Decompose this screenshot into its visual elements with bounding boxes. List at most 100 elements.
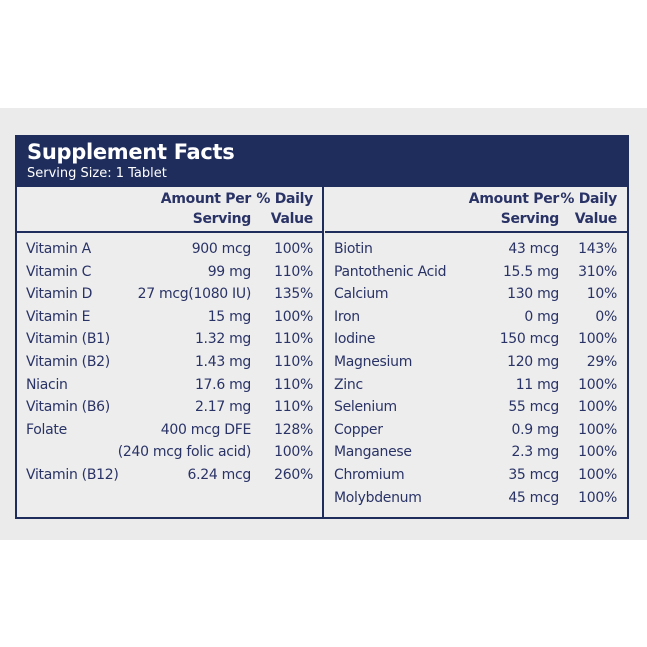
left-nutrient-rows: Vitamin A 900 mcg 100% Vitamin C 99 mg 110% Vi… <box>17 241 323 490</box>
nutrient-name: Biotin <box>334 241 373 257</box>
nutrient-row: Niacin 17.6 mg 110% <box>17 377 323 400</box>
nutrient-row: Vitamin (B12) 6.24 mcg 260% <box>17 467 323 490</box>
nutrient-name: Niacin <box>26 376 68 393</box>
amount-header: Amount Per Serving <box>160 191 252 227</box>
nutrient-amount: 99 mg <box>207 263 252 280</box>
nutrient-row: Iron 0 mg 0% <box>325 309 627 332</box>
nutrient-daily-value: 260% <box>274 466 313 483</box>
nutrient-daily-value: 110% <box>274 353 313 370</box>
nutrient-amount: 400 mcg DFE <box>160 421 252 438</box>
nutrient-amount: (240 mcg folic acid) <box>117 444 252 461</box>
nutrient-daily-value: 100% <box>578 399 617 416</box>
nutrient-daily-value: 100% <box>578 331 617 348</box>
nutrient-row: Biotin 43 mcg 143% <box>325 241 627 264</box>
left-column: Amount Per Serving % Daily Value Vitamin… <box>17 187 323 517</box>
nutrient-daily-value: 100% <box>274 444 313 461</box>
nutrient-daily-value: 110% <box>274 376 313 393</box>
nutrient-name: Vitamin C <box>26 263 92 280</box>
label-header: Supplement Facts Serving Size: 1 Tablet <box>17 137 627 187</box>
nutrient-row: Vitamin A 900 mcg 100% <box>17 241 323 264</box>
nutrient-daily-value: 110% <box>274 331 313 348</box>
label-title: Supplement Facts <box>27 140 235 164</box>
nutrient-amount: 15 mg <box>207 308 252 325</box>
nutrient-row: Manganese 2.3 mg 100% <box>325 444 627 467</box>
nutrient-amount: 35 mcg <box>508 466 559 483</box>
nutrient-name: Iron <box>334 308 360 325</box>
nutrient-daily-value: 100% <box>274 241 313 257</box>
nutrient-row: (240 mcg folic acid) 100% <box>17 444 323 467</box>
nutrient-row: Vitamin C 99 mg 110% <box>17 264 323 287</box>
nutrient-name: Vitamin (B6) <box>26 399 110 416</box>
nutrient-row: Vitamin (B1) 1.32 mg 110% <box>17 331 323 354</box>
nutrient-daily-value: 128% <box>274 421 313 438</box>
right-column-header: Amount Per Serving % Daily Value <box>325 187 627 233</box>
nutrient-amount: 27 mcg(1080 IU) <box>137 286 252 303</box>
nutrient-daily-value: 0% <box>595 308 617 325</box>
nutrient-name: Vitamin (B12) <box>26 466 119 483</box>
nutrient-name: Molybdenum <box>334 489 422 506</box>
nutrient-name: Folate <box>26 421 67 438</box>
nutrient-daily-value: 100% <box>578 489 617 506</box>
nutrient-row: Zinc 11 mg 100% <box>325 377 627 400</box>
nutrient-amount: 6.24 mcg <box>187 466 252 483</box>
nutrient-name: Vitamin E <box>26 308 91 325</box>
nutrient-name: Vitamin D <box>26 286 93 303</box>
nutrient-name: Chromium <box>334 466 405 483</box>
nutrient-row: Iodine 150 mcg 100% <box>325 331 627 354</box>
nutrient-row: Calcium 130 mg 10% <box>325 286 627 309</box>
nutrient-amount: 0.9 mg <box>511 421 560 438</box>
nutrient-amount: 2.3 mg <box>511 444 560 461</box>
left-column-header: Amount Per Serving % Daily Value <box>17 187 323 233</box>
right-column: Amount Per Serving % Daily Value Biotin 4… <box>325 187 627 517</box>
nutrient-daily-value: 110% <box>274 263 313 280</box>
nutrient-name: Selenium <box>334 399 397 416</box>
nutrient-daily-value: 29% <box>586 353 618 370</box>
nutrient-daily-value: 100% <box>578 421 617 438</box>
nutrient-row: Molybdenum 45 mcg 100% <box>325 490 627 513</box>
nutrient-amount: 11 mg <box>515 376 560 393</box>
nutrient-row: Vitamin D 27 mcg(1080 IU) 135% <box>17 286 323 309</box>
nutrient-name: Copper <box>334 421 383 438</box>
amount-header: Amount Per Serving <box>468 191 560 227</box>
nutrient-row: Selenium 55 mcg 100% <box>325 399 627 422</box>
nutrient-row: Vitamin (B6) 2.17 mg 110% <box>17 399 323 422</box>
nutrient-row: Vitamin (B2) 1.43 mg 110% <box>17 354 323 377</box>
nutrient-amount: 130 mg <box>507 286 559 303</box>
nutrient-name: Zinc <box>334 376 363 393</box>
nutrient-daily-value: 100% <box>578 376 617 393</box>
nutrient-daily-value: 143% <box>578 241 617 257</box>
nutrient-amount: 15.5 mg <box>502 263 559 280</box>
nutrient-amount: 900 mcg <box>191 241 252 257</box>
nutrient-name: Vitamin (B1) <box>26 331 110 348</box>
nutrient-daily-value: 10% <box>586 286 618 303</box>
nutrient-name: Calcium <box>334 286 389 303</box>
right-nutrient-rows: Biotin 43 mcg 143% Pantothenic Acid 15.5 mg 3… <box>325 241 627 512</box>
nutrient-daily-value: 100% <box>578 444 617 461</box>
nutrient-row: Pantothenic Acid 15.5 mg 310% <box>325 264 627 287</box>
nutrient-name: Magnesium <box>334 353 413 370</box>
nutrient-daily-value: 110% <box>274 399 313 416</box>
nutrient-amount: 2.17 mg <box>194 399 251 416</box>
daily-value-header: % Daily Value <box>560 191 617 227</box>
nutrient-amount: 43 mcg <box>508 241 559 257</box>
nutrient-amount: 1.43 mg <box>194 353 251 370</box>
nutrient-amount: 45 mcg <box>508 489 559 506</box>
nutrient-row: Folate 400 mcg DFE 128% <box>17 422 323 445</box>
nutrient-amount: 17.6 mg <box>194 376 251 393</box>
daily-value-header: % Daily Value <box>256 191 313 227</box>
nutrient-amount: 120 mg <box>507 353 559 370</box>
nutrient-row: Vitamin E 15 mg 100% <box>17 309 323 332</box>
column-divider <box>322 187 324 517</box>
nutrient-daily-value: 135% <box>274 286 313 303</box>
nutrient-name: Pantothenic Acid <box>334 263 447 280</box>
nutrient-row: Magnesium 120 mg 29% <box>325 354 627 377</box>
nutrient-amount: 55 mcg <box>508 399 559 416</box>
nutrient-amount: 1.32 mg <box>194 331 251 348</box>
serving-size: Serving Size: 1 Tablet <box>27 166 167 181</box>
nutrient-name: Vitamin (B2) <box>26 353 110 370</box>
nutrient-amount: 0 mg <box>524 308 559 325</box>
nutrient-name: Vitamin A <box>26 241 91 257</box>
nutrient-amount: 150 mcg <box>499 331 560 348</box>
nutrient-daily-value: 100% <box>274 308 313 325</box>
nutrient-daily-value: 100% <box>578 466 617 483</box>
